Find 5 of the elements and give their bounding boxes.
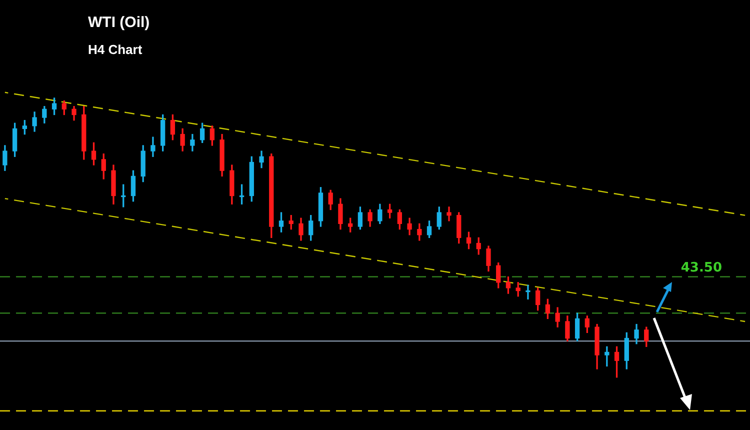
candlestick <box>526 284 530 300</box>
candlestick <box>446 206 452 222</box>
chart-title: WTI (Oil) <box>88 14 150 31</box>
annotation: 43.50 <box>680 260 722 276</box>
chart-subtitle: H4 Chart <box>88 42 142 57</box>
